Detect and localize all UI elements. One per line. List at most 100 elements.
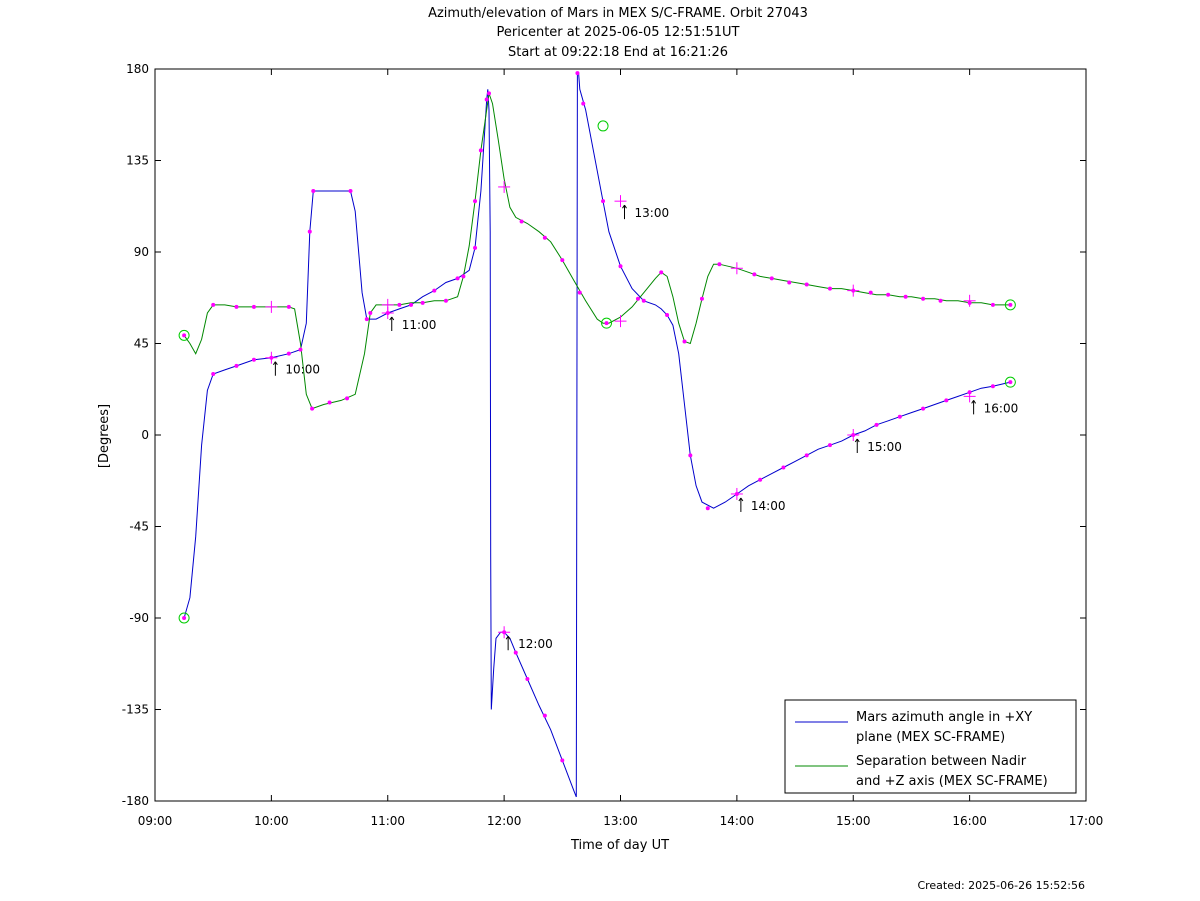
y-axis-label: [Degrees] — [97, 404, 112, 468]
azimuth-marker — [525, 677, 530, 681]
azimuth-marker — [455, 276, 460, 281]
separation-marker — [886, 292, 891, 297]
x-tick-label: 10:00 — [254, 814, 289, 828]
y-tick-label: -45 — [129, 520, 149, 534]
x-tick-label: 11:00 — [370, 814, 405, 828]
chart-title-line-3: Start at 09:22:18 End at 16:21:26 — [508, 45, 728, 60]
azimuth-marker — [874, 422, 879, 427]
azimuth-marker — [307, 229, 312, 234]
hour-cross — [847, 429, 860, 441]
separation-marker — [443, 298, 448, 303]
azimuth-marker — [251, 357, 256, 362]
azimuth-marker — [601, 199, 606, 204]
annotation-label: 10:00 — [285, 363, 320, 377]
hour-annotation: 14:00 — [738, 497, 786, 513]
annotation-label: 15:00 — [867, 440, 902, 454]
separation-marker — [542, 235, 547, 240]
azimuth-marker — [513, 650, 518, 655]
azimuth-marker — [484, 97, 489, 102]
plot-frame — [154, 68, 1087, 802]
hour-cross — [498, 180, 511, 193]
azimuth-marker — [286, 351, 291, 356]
created-timestamp: Created: 2025-06-26 15:52:56 — [917, 879, 1085, 892]
hour-annotation: 15:00 — [854, 438, 902, 454]
separation-marker — [804, 282, 809, 287]
x-axis: 09:00 10:00 11:00 12:00 13:00 14:00 15:00 16:00… — [138, 69, 1104, 828]
separation-marker — [251, 304, 256, 309]
endpoint-circle — [601, 317, 613, 329]
x-tick-label: 16:00 — [952, 814, 987, 828]
legend-label-azimuth-line-2: plane (MEX SC-FRAME) — [856, 730, 1005, 745]
hour-cross — [614, 315, 627, 328]
endpoint-circle — [1004, 299, 1016, 311]
separation-marker — [769, 276, 774, 281]
endpoint-circles — [178, 120, 1016, 624]
y-tick-label: -180 — [122, 794, 149, 808]
endpoint-circle — [597, 120, 609, 132]
azimuth-marker — [298, 347, 303, 352]
separation-marker — [868, 290, 873, 295]
separation-marker — [682, 339, 687, 344]
hour-annotation: 10:00 — [272, 361, 320, 377]
azimuth-marker — [618, 264, 623, 269]
hour-annotation: 13:00 — [622, 204, 669, 220]
annotation-label: 14:00 — [751, 499, 786, 513]
azimuth-marker — [234, 363, 239, 368]
y-tick-label: 135 — [126, 154, 149, 168]
legend-label-azimuth-line-1: Mars azimuth angle in +XY — [856, 710, 1032, 725]
y-tick-label: 180 — [126, 62, 149, 76]
y-tick-label: -90 — [129, 611, 149, 625]
legend: Mars azimuth angle in +XY plane (MEX SC-… — [784, 699, 1077, 794]
x-tick-label: 12:00 — [487, 814, 522, 828]
y-tick-label: 45 — [134, 337, 149, 351]
separation-marker — [327, 400, 332, 405]
hour-annotations: 10:00 11:00 12:00 13:00 14:00 15:00 16:00 — [272, 204, 1018, 651]
azimuth-marker — [432, 288, 437, 293]
chart-title-line-2: Pericenter at 2025-06-05 12:51:51UT — [496, 25, 739, 40]
y-tick-label: 90 — [134, 245, 149, 259]
separation-marker — [577, 290, 582, 295]
series-markers — [182, 71, 1013, 763]
hour-annotation: 11:00 — [389, 316, 437, 332]
separation-marker — [921, 296, 926, 301]
endpoint-circle — [178, 612, 190, 624]
azimuth-marker — [1008, 380, 1013, 385]
x-tick-label: 17:00 — [1069, 814, 1104, 828]
azimuth-marker — [409, 302, 414, 307]
separation-marker — [604, 321, 609, 326]
azimuth-marker — [827, 443, 832, 448]
x-axis-label: Time of day UT — [570, 838, 669, 853]
endpoint-circle — [178, 329, 190, 341]
x-tick-label: 15:00 — [836, 814, 871, 828]
series-line-separation — [183, 93, 1011, 410]
separation-marker — [659, 270, 664, 275]
separation-marker — [938, 298, 943, 303]
azimuth-marker — [804, 453, 809, 458]
separation-marker — [635, 296, 640, 301]
annotation-label: 11:00 — [402, 318, 437, 332]
hour-cross — [498, 626, 511, 639]
azimuth-marker — [897, 414, 902, 419]
hour-cross — [381, 298, 394, 311]
separation-marker — [310, 406, 315, 411]
azimuth-marker — [921, 406, 926, 411]
separation-marker — [827, 286, 832, 291]
hour-cross — [265, 351, 278, 364]
azimuth-marker — [758, 477, 763, 482]
separation-marker — [182, 333, 187, 338]
azimuth-marker — [182, 616, 187, 620]
series-line-azimuth — [183, 72, 1011, 798]
azimuth-marker — [944, 398, 949, 403]
hour-cross — [730, 262, 743, 275]
azimuth-marker — [575, 71, 580, 76]
azimuth-marker — [560, 758, 565, 763]
legend-box — [784, 699, 1077, 794]
endpoint-circle — [1004, 376, 1016, 388]
separation-marker — [478, 148, 483, 153]
azimuth-marker — [781, 465, 786, 470]
chart-title-line-1: Azimuth/elevation of Mars in MEX S/C-FRA… — [428, 6, 808, 21]
separation-marker — [752, 272, 757, 277]
separation-marker — [234, 304, 239, 309]
separation-marker — [519, 219, 524, 224]
